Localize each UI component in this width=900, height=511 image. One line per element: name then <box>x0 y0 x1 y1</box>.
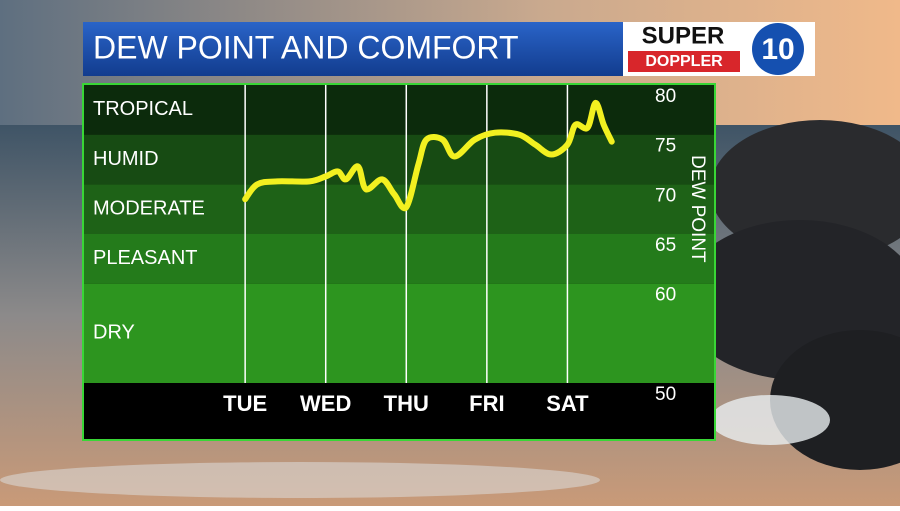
y-tick-label: 70 <box>655 185 676 206</box>
zone-label: TROPICAL <box>93 98 193 120</box>
zone-label: DRY <box>93 322 135 344</box>
x-tick-label: SAT <box>546 391 589 416</box>
zone-label: HUMID <box>93 148 159 170</box>
y-tick-label: 65 <box>655 235 676 256</box>
x-tick-label: FRI <box>469 391 504 416</box>
logo: SUPER DOPPLER 10 <box>623 22 815 76</box>
y-tick-label: 75 <box>655 136 676 157</box>
title-bar <box>83 22 623 76</box>
dew-point-line <box>242 99 615 212</box>
comfort-zone <box>84 234 714 284</box>
comfort-zone <box>84 134 714 185</box>
y-tick-label: 50 <box>655 384 676 405</box>
y-axis-label: DEW POINT <box>687 155 708 263</box>
y-tick-label: 60 <box>655 285 676 306</box>
comfort-zone <box>84 184 714 234</box>
logo-bottom: DOPPLER <box>645 53 723 70</box>
comfort-zone <box>84 283 714 383</box>
x-tick-label: TUE <box>223 391 267 416</box>
logo-number: 10 <box>761 33 794 66</box>
x-tick-label: WED <box>300 391 351 416</box>
logo-top: SUPER <box>642 22 725 49</box>
zone-label: MODERATE <box>93 197 205 219</box>
zone-label: PLEASANT <box>93 247 197 269</box>
x-tick-label: THU <box>384 391 429 416</box>
comfort-zone <box>84 85 714 135</box>
title: DEW POINT AND COMFORT <box>93 29 519 65</box>
y-tick-label: 80 <box>655 86 676 107</box>
